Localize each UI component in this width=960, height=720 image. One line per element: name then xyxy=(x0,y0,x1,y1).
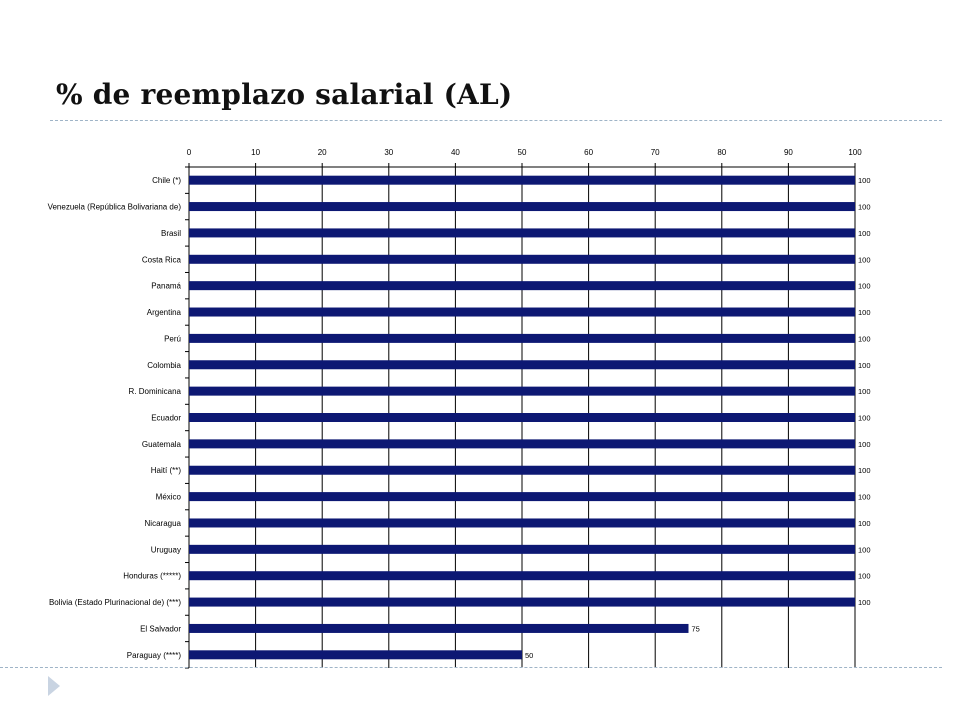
data-label: 100 xyxy=(858,493,871,502)
category-label: Haití (**) xyxy=(151,466,182,475)
bar xyxy=(189,439,855,449)
data-label: 75 xyxy=(692,624,700,633)
category-label: Paraguay (****) xyxy=(127,651,182,660)
x-tick-label: 90 xyxy=(784,148,793,157)
data-label: 100 xyxy=(858,572,871,581)
bar xyxy=(189,650,522,660)
title-divider xyxy=(50,120,942,121)
category-label: Uruguay xyxy=(151,545,181,554)
category-label: R. Dominicana xyxy=(129,387,182,396)
bar xyxy=(189,597,855,607)
bar xyxy=(189,623,689,633)
category-label: Chile (*) xyxy=(152,176,181,185)
data-label: 100 xyxy=(858,519,871,528)
triangle-bullet-icon xyxy=(48,676,60,696)
x-tick-label: 80 xyxy=(717,148,726,157)
x-tick-label: 60 xyxy=(584,148,593,157)
data-label: 100 xyxy=(858,440,871,449)
category-label: Venezuela (República Bolivariana de) xyxy=(48,203,182,212)
bar xyxy=(189,254,855,264)
data-label: 100 xyxy=(858,598,871,607)
category-label: Costa Rica xyxy=(142,255,182,264)
x-tick-label: 10 xyxy=(251,148,260,157)
data-label: 100 xyxy=(858,229,871,238)
x-tick-label: 70 xyxy=(651,148,660,157)
page-title: % de reemplazo salarial (AL) xyxy=(56,78,513,111)
category-label: Perú xyxy=(164,334,181,343)
category-label: Bolivia (Estado Plurinacional de) (***) xyxy=(49,598,181,607)
x-tick-label: 0 xyxy=(187,148,192,157)
bar xyxy=(189,175,855,185)
data-label: 100 xyxy=(858,414,871,423)
x-tick-label: 30 xyxy=(384,148,393,157)
bar xyxy=(189,228,855,238)
bar xyxy=(189,492,855,502)
category-label: Panamá xyxy=(151,282,181,291)
data-label: 50 xyxy=(525,651,533,660)
category-label: El Salvador xyxy=(140,624,181,633)
bar xyxy=(189,544,855,554)
category-label: Argentina xyxy=(147,308,182,317)
category-label: Brasil xyxy=(161,229,181,238)
category-label: Guatemala xyxy=(142,440,182,449)
data-label: 100 xyxy=(858,466,871,475)
data-label: 100 xyxy=(858,203,871,212)
bar xyxy=(189,413,855,422)
bar xyxy=(189,202,855,212)
bar xyxy=(189,518,855,528)
bar xyxy=(189,307,855,317)
bar xyxy=(189,333,855,343)
footer-divider xyxy=(0,667,942,668)
data-label: 100 xyxy=(858,545,871,554)
data-label: 100 xyxy=(858,387,871,396)
x-tick-label: 100 xyxy=(848,148,862,157)
data-label: 100 xyxy=(858,334,871,343)
x-tick-label: 40 xyxy=(451,148,460,157)
category-label: Honduras (*****) xyxy=(123,572,181,581)
data-label: 100 xyxy=(858,176,871,185)
category-label: Ecuador xyxy=(151,414,181,423)
data-label: 100 xyxy=(858,255,871,264)
data-label: 100 xyxy=(858,282,871,291)
x-tick-label: 20 xyxy=(318,148,327,157)
data-label: 100 xyxy=(858,361,871,370)
category-label: Colombia xyxy=(147,361,181,370)
bar xyxy=(189,386,855,396)
bar xyxy=(189,281,855,291)
category-label: México xyxy=(156,493,182,502)
data-label: 100 xyxy=(858,308,871,317)
x-tick-label: 50 xyxy=(518,148,527,157)
bar xyxy=(189,465,855,475)
category-label: Nicaragua xyxy=(145,519,182,528)
bar xyxy=(189,571,855,581)
bar xyxy=(189,360,855,370)
